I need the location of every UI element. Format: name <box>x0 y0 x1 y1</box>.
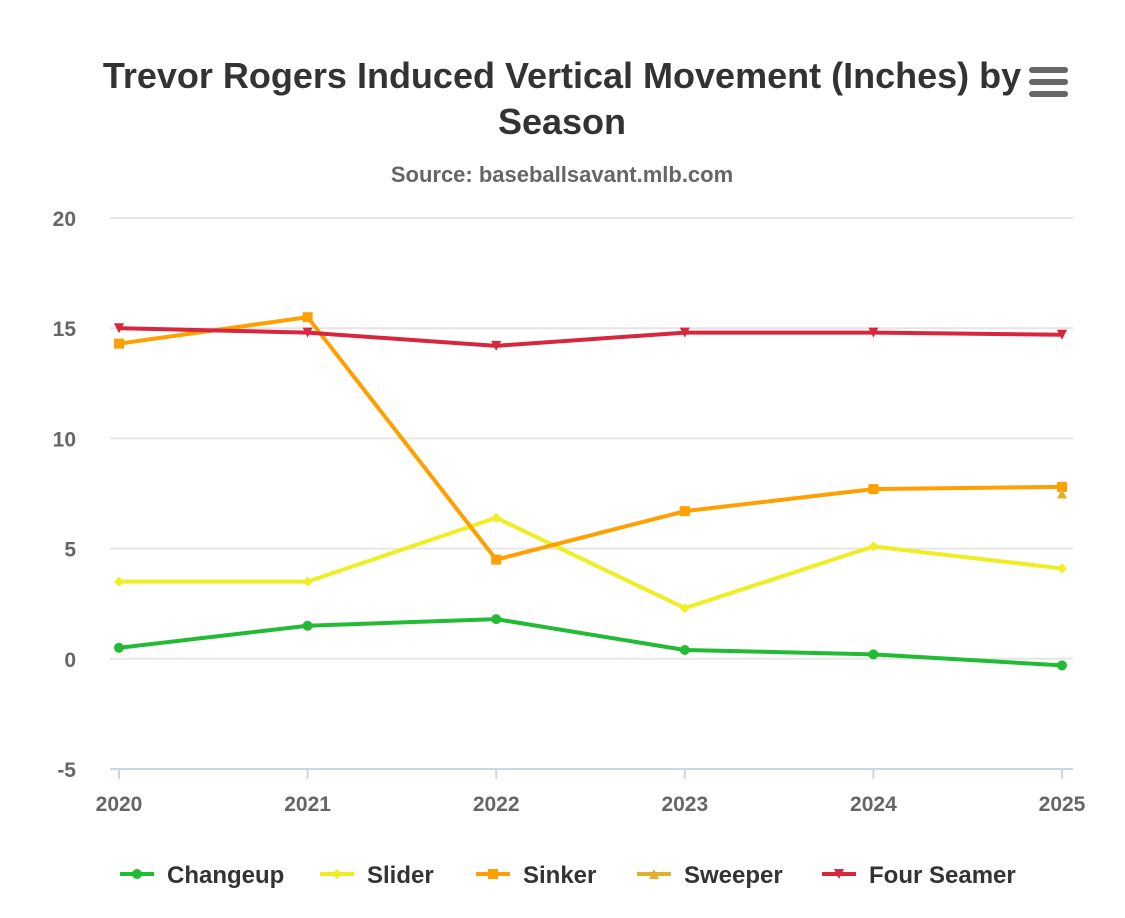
plot-area: 20 15 10 5 0 -5 2020 2021 2022 2023 2024 2025 <box>53 208 1086 816</box>
hamburger-menu-icon[interactable] <box>1026 62 1070 102</box>
x-tick-label: 2022 <box>473 793 520 816</box>
data-point[interactable] <box>679 644 690 655</box>
gridlines <box>110 217 1073 660</box>
x-tick-label: 2020 <box>96 793 143 816</box>
series-layer <box>114 312 1067 671</box>
chart-title: Trevor Rogers Induced Vertical Movement … <box>103 55 1021 142</box>
data-point[interactable] <box>302 312 313 323</box>
data-point[interactable] <box>302 620 313 631</box>
y-tick-label: 0 <box>64 649 76 672</box>
legend: Changeup Slider Sinker Sweeper Four Seamer <box>120 862 1016 889</box>
data-point[interactable] <box>679 327 690 338</box>
legend-marker <box>132 869 142 879</box>
series-four-seamer <box>114 323 1067 351</box>
series-line[interactable] <box>117 315 1064 562</box>
data-point[interactable] <box>1057 481 1067 492</box>
data-point[interactable] <box>1057 329 1067 340</box>
series-sinker <box>114 312 1067 565</box>
data-point[interactable] <box>302 327 313 338</box>
data-point[interactable] <box>114 642 124 653</box>
legend-label: Changeup <box>167 862 284 889</box>
x-tick-label: 2024 <box>850 793 897 816</box>
y-tick-label: 15 <box>53 318 77 341</box>
data-point[interactable] <box>491 614 502 625</box>
y-axis: 20 15 10 5 0 -5 <box>53 208 77 782</box>
series-line[interactable] <box>117 515 1064 611</box>
series-sweeper <box>1057 488 1067 499</box>
series-line[interactable] <box>117 326 1064 348</box>
legend-item-slider[interactable]: Slider <box>320 862 434 889</box>
data-point[interactable] <box>1057 563 1067 574</box>
data-point[interactable] <box>114 338 124 349</box>
legend-item-sinker[interactable]: Sinker <box>476 862 596 889</box>
data-point[interactable] <box>1057 660 1067 671</box>
legend-label: Slider <box>367 862 434 889</box>
x-tick-label: 2021 <box>284 793 331 816</box>
legend-marker <box>332 869 342 879</box>
data-point[interactable] <box>114 576 124 587</box>
data-point[interactable] <box>491 554 502 565</box>
legend-label: Four Seamer <box>869 862 1016 889</box>
data-point[interactable] <box>302 576 313 587</box>
series-line[interactable] <box>117 617 1064 668</box>
legend-marker <box>834 869 844 879</box>
data-point[interactable] <box>491 512 502 523</box>
legend-label: Sinker <box>523 862 596 889</box>
data-point[interactable] <box>1057 488 1067 499</box>
x-axis: 2020 2021 2022 2023 2024 2025 <box>96 768 1086 816</box>
chart-title-line-2: Season <box>498 101 626 142</box>
data-point[interactable] <box>679 603 690 614</box>
legend-item-sweeper[interactable]: Sweeper <box>637 862 783 889</box>
data-point[interactable] <box>491 340 502 351</box>
data-point[interactable] <box>868 327 879 338</box>
legend-item-four-seamer[interactable]: Four Seamer <box>822 862 1016 889</box>
legend-marker <box>649 869 659 879</box>
y-tick-label: -5 <box>57 759 76 782</box>
data-point[interactable] <box>114 323 124 334</box>
y-tick-label: 20 <box>53 208 76 231</box>
x-tick-label: 2023 <box>661 793 708 816</box>
y-tick-label: 10 <box>53 428 76 451</box>
legend-item-changeup[interactable]: Changeup <box>120 862 284 889</box>
chart-subtitle: Source: baseballsavant.mlb.com <box>391 162 733 187</box>
series-changeup <box>114 614 1067 671</box>
legend-marker <box>488 869 498 879</box>
data-point[interactable] <box>679 506 690 517</box>
data-point[interactable] <box>868 484 879 495</box>
chart-title-line-1: Trevor Rogers Induced Vertical Movement … <box>103 55 1021 96</box>
data-point[interactable] <box>868 649 879 660</box>
data-point[interactable] <box>868 541 879 552</box>
x-tick-label: 2025 <box>1039 793 1086 816</box>
y-tick-label: 5 <box>64 539 76 562</box>
series-slider <box>114 512 1067 614</box>
legend-label: Sweeper <box>684 862 783 889</box>
